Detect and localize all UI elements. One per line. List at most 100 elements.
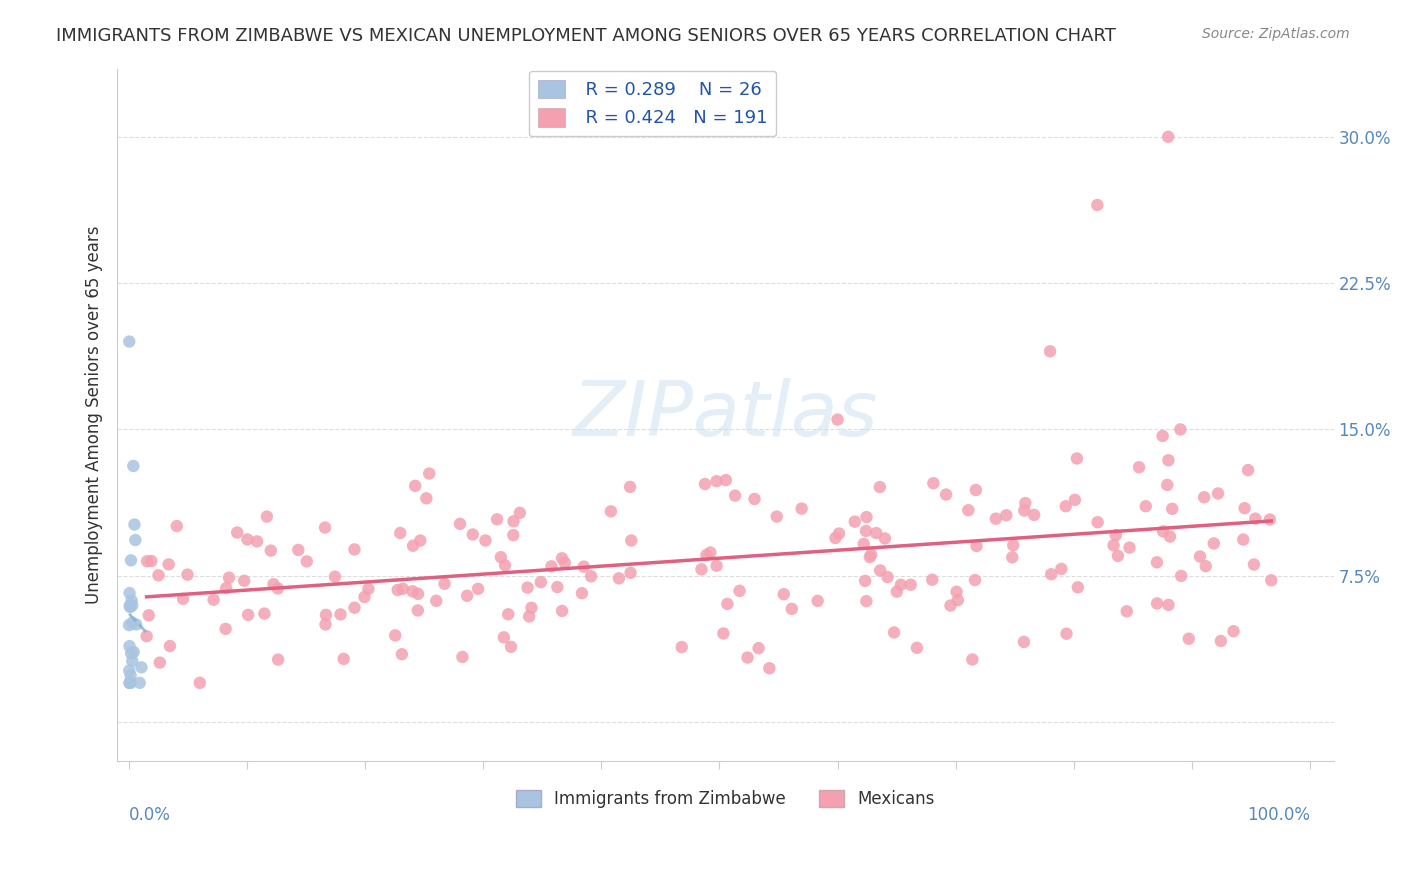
Point <box>855 510 877 524</box>
Point <box>1192 490 1215 504</box>
Point <box>807 594 830 608</box>
Point <box>1146 596 1168 610</box>
Point <box>1233 501 1256 516</box>
Point <box>1128 460 1150 475</box>
Point <box>120 553 142 567</box>
Point <box>1177 632 1199 646</box>
Point <box>1067 580 1090 594</box>
Point <box>1258 512 1281 526</box>
Point <box>1157 453 1180 467</box>
Point <box>1118 541 1140 555</box>
Point <box>737 650 759 665</box>
Point <box>236 607 259 622</box>
Point <box>966 539 988 553</box>
Point <box>392 582 415 596</box>
Point <box>1146 555 1168 569</box>
Point <box>496 607 519 622</box>
Point <box>1232 533 1254 547</box>
Point <box>124 533 146 547</box>
Point <box>1087 515 1109 529</box>
Point <box>945 584 967 599</box>
Point <box>122 458 145 473</box>
Point <box>869 563 891 577</box>
Point <box>121 599 143 613</box>
Point <box>706 474 728 488</box>
Point <box>467 582 489 596</box>
Point <box>246 534 269 549</box>
Point <box>118 639 141 653</box>
Point <box>571 586 593 600</box>
Point <box>499 640 522 654</box>
Point <box>1222 624 1244 639</box>
Point <box>714 473 737 487</box>
Point <box>758 661 780 675</box>
Point <box>118 664 141 678</box>
Point <box>263 577 285 591</box>
Point <box>323 569 346 583</box>
Point <box>827 412 849 426</box>
Point <box>963 573 986 587</box>
Point <box>159 639 181 653</box>
Point <box>984 511 1007 525</box>
Point <box>1195 559 1218 574</box>
Point <box>1050 562 1073 576</box>
Text: 0.0%: 0.0% <box>129 805 172 824</box>
Point <box>946 593 969 607</box>
Point <box>1170 569 1192 583</box>
Point <box>876 570 898 584</box>
Point <box>329 607 352 622</box>
Point <box>214 622 236 636</box>
Point <box>404 479 426 493</box>
Point <box>572 559 595 574</box>
Point <box>1064 492 1087 507</box>
Point <box>1012 635 1035 649</box>
Point <box>855 524 877 538</box>
Point <box>905 640 928 655</box>
Point <box>1085 198 1108 212</box>
Point <box>852 537 875 551</box>
Point <box>890 578 912 592</box>
Point <box>1243 558 1265 572</box>
Point <box>1040 567 1063 582</box>
Point <box>1056 626 1078 640</box>
Point <box>357 582 380 596</box>
Point <box>873 532 896 546</box>
Point <box>780 602 803 616</box>
Point <box>855 594 877 608</box>
Point <box>1157 129 1180 144</box>
Point <box>118 334 141 349</box>
Point <box>267 582 290 596</box>
Point <box>860 548 883 562</box>
Point <box>218 571 240 585</box>
Point <box>343 542 366 557</box>
Point <box>406 603 429 617</box>
Point <box>120 676 142 690</box>
Point <box>202 592 225 607</box>
Point <box>935 487 957 501</box>
Point <box>1054 500 1077 514</box>
Point <box>215 581 238 595</box>
Point <box>1115 604 1137 618</box>
Point <box>699 545 721 559</box>
Point <box>236 533 259 547</box>
Point <box>724 489 747 503</box>
Point <box>1024 508 1046 522</box>
Point <box>256 509 278 524</box>
Point <box>886 584 908 599</box>
Point <box>120 647 142 661</box>
Point <box>995 508 1018 523</box>
Point <box>494 558 516 573</box>
Point <box>790 501 813 516</box>
Point <box>1188 549 1211 564</box>
Point <box>1156 478 1178 492</box>
Point <box>120 676 142 690</box>
Point <box>869 480 891 494</box>
Point <box>449 516 471 531</box>
Point <box>579 569 602 583</box>
Point <box>124 517 146 532</box>
Point <box>1206 486 1229 500</box>
Point <box>353 590 375 604</box>
Point <box>728 583 751 598</box>
Point <box>418 467 440 481</box>
Point <box>695 548 717 562</box>
